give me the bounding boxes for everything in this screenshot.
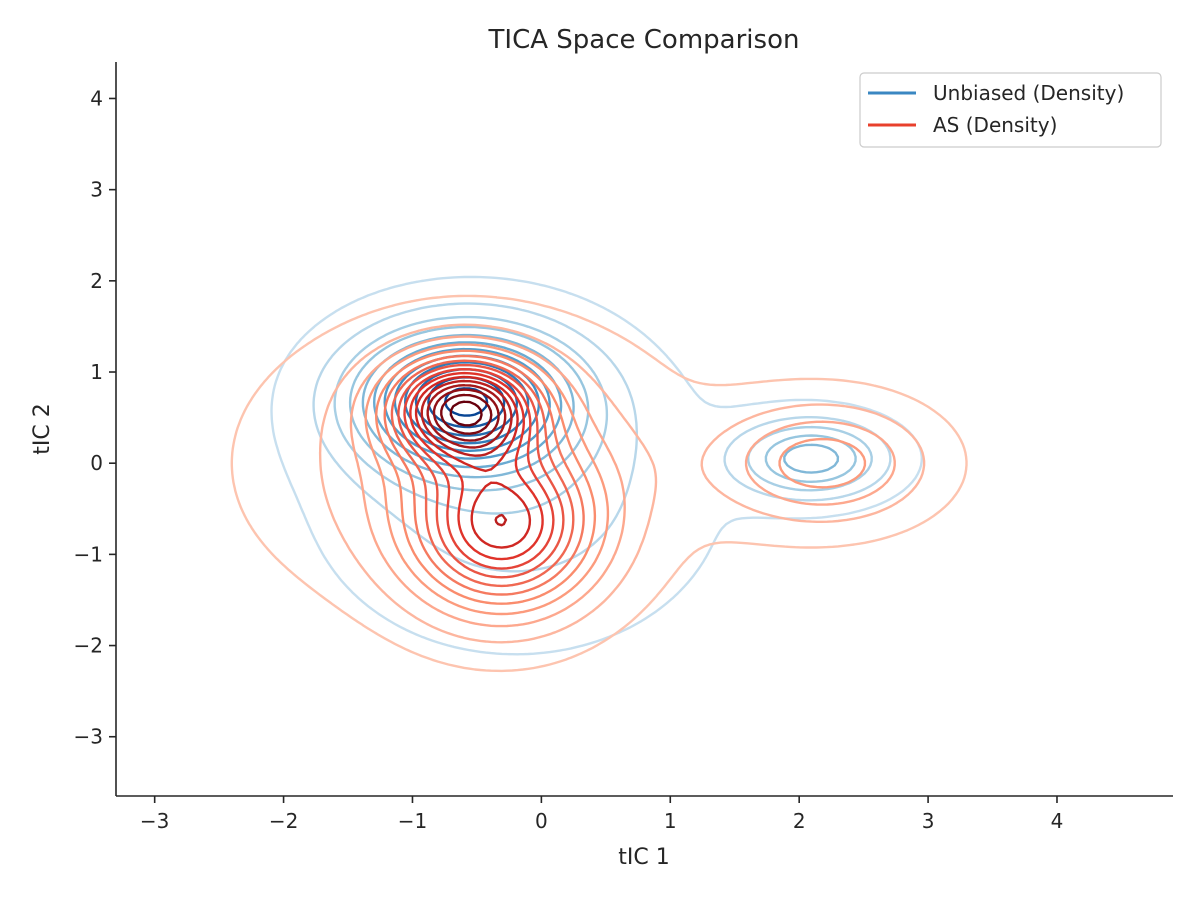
- as-contour-level-15: [440, 393, 493, 435]
- y-ticks: −3 −2 −1 0 1 2 3 4: [74, 86, 116, 749]
- legend: Unbiased (Density) AS (Density): [859, 72, 1162, 148]
- as-contour-level-12: [420, 379, 513, 527]
- x-tick-label: −1: [398, 809, 427, 833]
- as-contour-level-16: [449, 400, 483, 427]
- legend-label-as: AS (Density): [933, 113, 1057, 137]
- y-tick-label: 4: [90, 86, 103, 110]
- legend-label-unbiased: Unbiased (Density): [933, 81, 1124, 105]
- axes: −3 −2 −1 0 1 2 3 4 −3 −2 −1 0 1 2 3 4: [74, 62, 1173, 833]
- as-contour-level-14: [432, 388, 500, 442]
- as-contour-level-9: [403, 368, 555, 570]
- as-contour-level-5: [375, 349, 597, 605]
- as-contour-level-3: [349, 335, 896, 628]
- as-contour-level-8: [397, 363, 565, 579]
- unbiased-contour-level-3: [333, 315, 873, 515]
- y-tick-label: −1: [74, 542, 103, 566]
- x-tick-label: 0: [535, 809, 548, 833]
- as-contour-level-2: [318, 323, 926, 644]
- as-contour-level-7: [390, 359, 575, 588]
- as-contour-level-6: [383, 354, 585, 596]
- y-tick-label: 0: [90, 451, 103, 475]
- x-tick-label: 4: [1051, 809, 1064, 833]
- y-axis-label: tIC 2: [30, 403, 55, 454]
- as-contour-level-10: [409, 371, 544, 561]
- x-axis-label: tIC 1: [618, 845, 669, 870]
- as-contour-level-1: [230, 294, 968, 673]
- x-tick-label: 1: [664, 809, 677, 833]
- as-contour-level-11: [414, 375, 532, 549]
- chart-title: TICA Space Comparison: [488, 25, 800, 55]
- y-tick-label: −2: [74, 634, 103, 658]
- plot-area: [230, 275, 968, 673]
- y-tick-label: 3: [90, 178, 103, 202]
- as-contour-level-13: [426, 384, 507, 449]
- x-tick-label: −2: [269, 809, 298, 833]
- unbiased-contour-level-2: [312, 302, 892, 573]
- x-tick-label: −3: [140, 809, 169, 833]
- y-tick-label: −3: [74, 725, 103, 749]
- legend-frame: [859, 72, 1162, 148]
- y-tick-label: 2: [90, 269, 103, 293]
- y-tick-label: 1: [90, 360, 103, 384]
- x-tick-label: 2: [793, 809, 806, 833]
- x-ticks: −3 −2 −1 0 1 2 3 4: [140, 796, 1063, 833]
- as-density-contours: [230, 294, 968, 673]
- as-contour-level-4: [364, 343, 867, 616]
- x-tick-label: 3: [922, 809, 935, 833]
